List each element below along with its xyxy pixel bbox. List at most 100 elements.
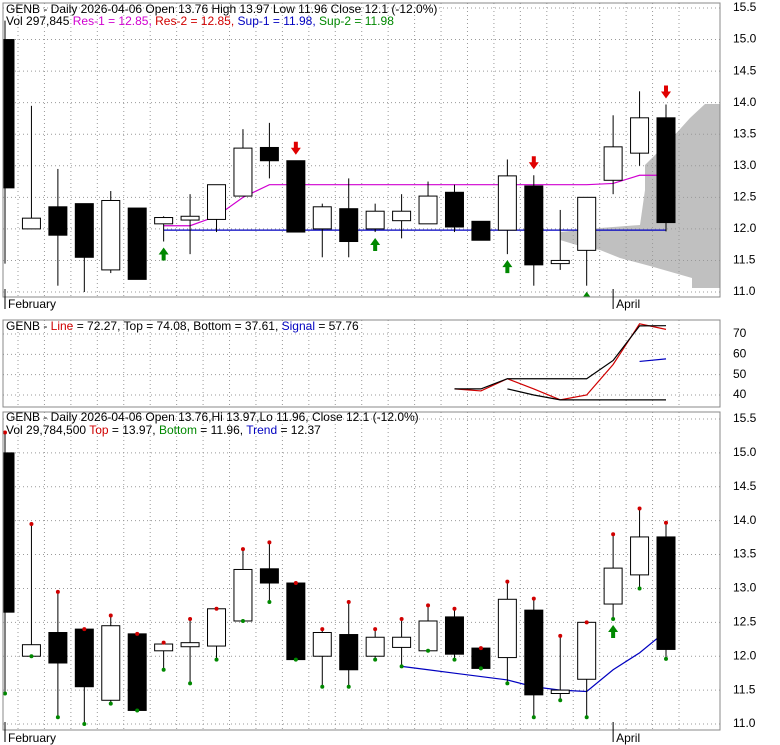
sell-arrow: [290, 141, 301, 155]
sell-arrow: [661, 85, 671, 99]
high-dot: [3, 430, 7, 435]
high-dot: [664, 520, 668, 525]
candle-body: [180, 642, 200, 648]
x-tick-label: April: [616, 297, 640, 311]
legend-part: Trend: [246, 423, 277, 437]
candle-body: [444, 616, 464, 655]
legend-part: = 13.97,: [109, 423, 159, 437]
candle-body: [365, 636, 385, 657]
y-tick-label: 14.0: [733, 513, 757, 527]
low-dot: [108, 701, 113, 706]
candle-body: [497, 175, 517, 231]
buy-arrow: [158, 247, 169, 261]
series-line: [507, 388, 666, 401]
low-dot: [584, 715, 589, 720]
candle-body: [339, 208, 359, 243]
series-line: [454, 325, 667, 390]
low-dot: [320, 684, 325, 689]
candle-body: [497, 598, 517, 659]
y-tick-label: 13.5: [733, 547, 757, 561]
candle-body: [180, 215, 200, 221]
high-dot: [55, 589, 60, 594]
panel-frame: [2, 411, 721, 731]
high-dot: [346, 600, 351, 604]
legend-part: Sup-2 = 11.98: [319, 14, 394, 28]
low-dot: [161, 667, 166, 672]
low-dot: [214, 657, 219, 662]
candle-body: [630, 117, 650, 154]
candle-body: [233, 147, 253, 197]
y-tick-label: 13.0: [733, 158, 757, 172]
candle-body: [101, 199, 121, 271]
candle-body: [101, 625, 121, 701]
low-dot: [188, 681, 193, 686]
buy-arrow: [608, 624, 619, 638]
y-tick-label: 13.5: [733, 126, 757, 140]
high-dot: [135, 631, 140, 636]
candle-body: [524, 609, 544, 696]
legend-part: GENB -: [6, 319, 51, 333]
y-tick-label: 11.0: [733, 284, 756, 298]
candle-body: [656, 536, 676, 650]
header-legend: Vol 29,784,500 Top = 13.97, Bottom = 11.…: [6, 423, 321, 437]
legend-part: Signal: [282, 319, 315, 333]
legend-part: = 11.96,: [197, 423, 246, 437]
high-dot: [267, 540, 272, 545]
buy-arrow: [370, 238, 381, 252]
candle-body: [550, 689, 570, 694]
candle-body: [656, 117, 676, 224]
y-tick-label: 13.0: [733, 581, 757, 595]
candle-body: [154, 217, 174, 225]
candle-body: [418, 620, 438, 652]
legend-part: Top: [89, 423, 109, 437]
legend-part: Res-2 = 12.85,: [155, 14, 237, 28]
legend-part: = 57.76: [315, 319, 359, 333]
buy-arrow: [502, 260, 513, 274]
candle-body: [392, 210, 412, 222]
high-dot: [558, 633, 563, 638]
candle-body: [603, 567, 623, 605]
y-tick-label: 70: [733, 326, 747, 340]
high-dot: [584, 620, 589, 625]
y-tick-label: 40: [733, 387, 747, 401]
candle-body: [418, 195, 438, 225]
high-dot: [531, 596, 536, 601]
low-dot: [637, 586, 642, 591]
y-tick-label: 11.0: [733, 716, 756, 730]
candle-body: [3, 39, 15, 189]
candle-body: [74, 203, 94, 258]
x-tick-label: February: [8, 297, 56, 311]
candle-body: [259, 568, 279, 584]
y-tick-label: 14.5: [733, 479, 757, 493]
series-line: [639, 358, 667, 363]
high-dot: [426, 603, 431, 608]
legend-part: Bottom: [159, 423, 197, 437]
candle-body: [471, 647, 491, 669]
high-dot: [293, 581, 298, 586]
candle-body: [577, 196, 597, 251]
low-dot: [531, 715, 536, 720]
legend-part: Line: [51, 319, 74, 333]
y-tick-label: 12.0: [733, 221, 757, 235]
low-dot: [399, 664, 404, 669]
low-dot: [478, 666, 483, 671]
panel: [3, 320, 720, 407]
panel: [3, 412, 720, 730]
x-tick-label: February: [8, 731, 56, 745]
header-legend: GENB - Line = 72.27, Top = 74.08, Bottom…: [6, 319, 359, 333]
candle-body: [630, 536, 650, 576]
candle-body: [21, 217, 41, 230]
high-dot: [214, 606, 219, 611]
y-tick-label: 14.5: [733, 63, 757, 77]
low-dot: [452, 657, 457, 662]
y-tick-label: 14.0: [733, 95, 757, 109]
panel-frame: [2, 319, 721, 408]
y-tick-label: 11.5: [733, 253, 756, 267]
candle-body: [286, 582, 306, 661]
candle-body: [74, 628, 94, 688]
low-dot: [267, 600, 272, 604]
legend-part: Res-1 = 12.85,: [73, 14, 155, 28]
y-tick-label: 50: [733, 367, 747, 381]
low-dot: [505, 681, 510, 686]
x-tick-label: April: [616, 731, 640, 745]
